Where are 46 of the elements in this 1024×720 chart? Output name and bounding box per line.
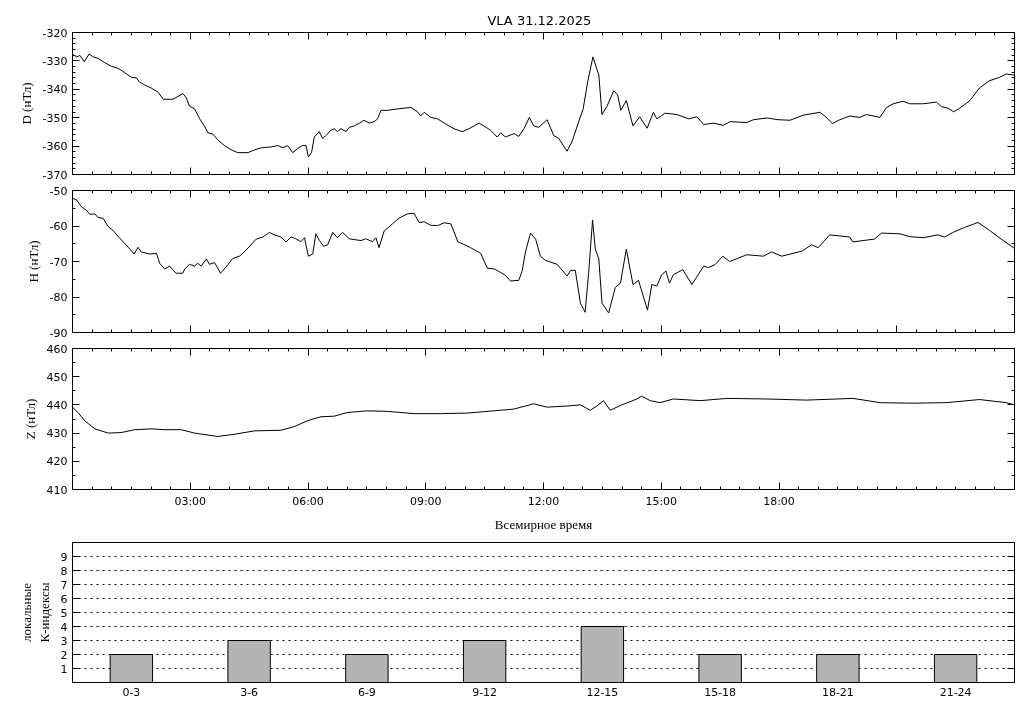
- y-tick-label: -70: [49, 255, 68, 269]
- x-tick-label: 06:00: [292, 494, 324, 508]
- y-tick-label: 5: [60, 606, 68, 620]
- y-tick-label: 7: [60, 578, 68, 592]
- y-tick-label: 1: [60, 662, 68, 676]
- x-tick-label: 12:00: [527, 494, 560, 508]
- x-tick-label: 6-9: [357, 685, 376, 699]
- y-tick-label: -370: [42, 168, 68, 182]
- x-tick-label: 0-3: [122, 685, 141, 699]
- x-tick-label: 09:00: [409, 494, 442, 508]
- y-tick-label: 450: [46, 370, 68, 384]
- y-axis-title: D (нТл): [18, 82, 34, 125]
- y-tick-label: -320: [42, 26, 68, 40]
- y-tick-label: 8: [60, 564, 68, 578]
- y-tick-label: 410: [46, 483, 68, 497]
- y-tick-label: -50: [49, 184, 68, 198]
- y-tick-label: -360: [42, 140, 68, 154]
- y-tick-label: -60: [49, 220, 68, 233]
- y-axis-title: H (нТл): [25, 240, 41, 283]
- x-tick-label: 9-12: [472, 685, 498, 699]
- x-tick-label: 3-6: [240, 685, 259, 699]
- y-tick-label: 3: [60, 634, 68, 648]
- y-tick-label: 460: [46, 342, 68, 356]
- y-tick-label: 420: [46, 455, 68, 469]
- y-tick-label: 9: [60, 550, 68, 564]
- y-tick-label: 2: [60, 648, 68, 662]
- x-tick-label: 03:00: [174, 494, 207, 508]
- x-tick-label: 15:00: [645, 494, 678, 508]
- x-tick-label: 18:00: [763, 494, 795, 508]
- y-tick-label: -90: [49, 326, 68, 340]
- y-tick-label: 6: [60, 592, 68, 606]
- y-tick-label: -350: [42, 111, 68, 125]
- x-tick-label: 18-21: [821, 685, 854, 699]
- x-tick-label: 12-15: [586, 685, 619, 699]
- chart-title: VLA 31.12.2025: [487, 12, 592, 28]
- y-tick-label: -340: [42, 83, 68, 97]
- y-tick-label: 430: [46, 427, 68, 441]
- y-axis-title: локальные К-индексы: [18, 582, 52, 643]
- y-tick-label: -80: [49, 291, 68, 304]
- x-tick-label: 15-18: [704, 685, 737, 699]
- y-axis-title: Z (нТл): [22, 398, 38, 440]
- x-axis-title: Всемирное время: [494, 516, 593, 532]
- x-tick-label: 21-24: [939, 685, 972, 699]
- y-tick-label: 4: [60, 620, 68, 634]
- y-tick-label: -330: [42, 54, 68, 68]
- y-tick-label: 440: [46, 398, 68, 412]
